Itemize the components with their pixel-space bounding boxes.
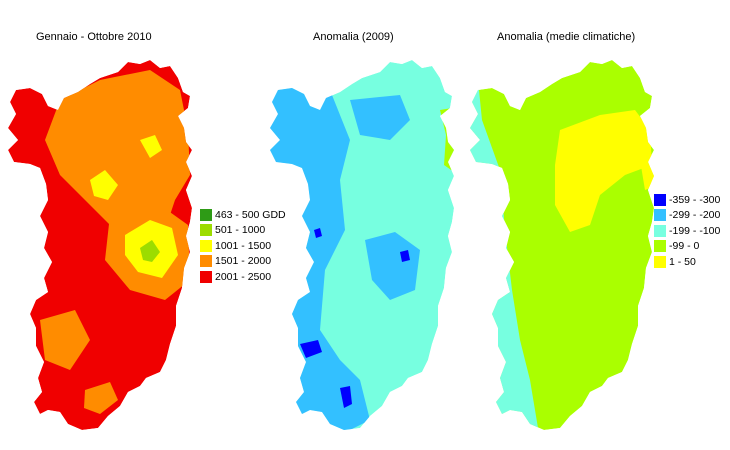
legend-label: 1501 - 2000 [215, 255, 272, 268]
legend-item: -299 - -200 [654, 208, 720, 224]
legend-swatch [200, 239, 212, 252]
gdd-zone-1001-1500-ne [140, 135, 162, 158]
legend-item: 463 - 500 GDD [200, 207, 286, 223]
legend-item: 1501 - 2000 [200, 254, 286, 270]
gdd-zone-1501-2000-sw [40, 310, 90, 370]
legend-label: 1001 - 1500 [215, 239, 272, 252]
anom2009-zone-359-300-d [340, 386, 352, 408]
gdd-zone-1501-2000-south [84, 382, 118, 414]
anom2009-zone-359-300-b [400, 250, 410, 262]
legend-item: 1 - 50 [654, 254, 720, 270]
legend-swatch [654, 224, 666, 237]
legend-item: -199 - -100 [654, 223, 720, 239]
climate-zone-1-50-center [555, 110, 652, 232]
map-anomaly-2009 [270, 60, 454, 430]
map-gdd [8, 60, 192, 430]
legend-swatch [654, 209, 666, 222]
anom2009-zone-359-300-c [300, 340, 322, 358]
panel-title-anomaly-2009: Anomalia (2009) [313, 31, 394, 43]
legend-anomaly: -359 - -300 -299 - -200 -199 - -100 -99 … [654, 192, 720, 270]
gdd-zone-1501-2000-north [45, 70, 190, 235]
legend-item: -99 - 0 [654, 239, 720, 255]
legend-label: 2001 - 2500 [215, 270, 272, 283]
legend-label: -99 - 0 [669, 240, 700, 253]
panel-title-anomaly-climate: Anomalia (medie climatiche) [497, 31, 636, 43]
anom2009-zone-299-200-nw [350, 95, 410, 140]
anom2009-zone-359-300-a [314, 228, 322, 238]
legend-label: -359 - -300 [669, 193, 721, 206]
legend-gdd: 463 - 500 GDD 501 - 1000 1001 - 1500 150… [200, 207, 286, 285]
gdd-zone-501-1000 [140, 240, 160, 262]
legend-swatch [200, 255, 212, 268]
legend-item: 2001 - 2500 [200, 269, 286, 285]
legend-swatch [200, 208, 212, 221]
legend-item: 501 - 1000 [200, 223, 286, 239]
legend-label: 1 - 50 [669, 255, 696, 268]
map-anomaly-climate [470, 60, 654, 430]
legend-label: 501 - 1000 [215, 224, 266, 237]
legend-label: -199 - -100 [669, 224, 721, 237]
legend-swatch [654, 240, 666, 253]
legend-swatch [654, 193, 666, 206]
legend-label: -299 - -200 [669, 209, 721, 222]
panel-title-gdd: Gennaio - Ottobre 2010 [36, 31, 152, 43]
legend-swatch [654, 255, 666, 268]
legend-swatch [200, 224, 212, 237]
gdd-zone-1001-1500-north [90, 170, 118, 200]
legend-item: -359 - -300 [654, 192, 720, 208]
anom2009-zone-299-200-central [365, 232, 420, 300]
legend-swatch [200, 270, 212, 283]
legend-item: 1001 - 1500 [200, 238, 286, 254]
legend-label: 463 - 500 GDD [215, 208, 286, 221]
